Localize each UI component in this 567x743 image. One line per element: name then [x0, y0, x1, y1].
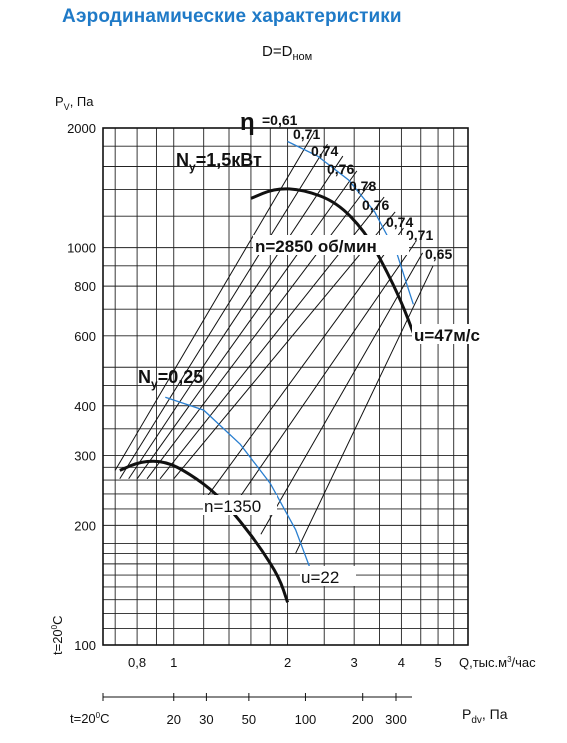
x-tick-label: 0,8 [128, 655, 146, 670]
chart-subtitle: D=Dном [262, 43, 312, 63]
x-tick-label: 4 [398, 655, 405, 670]
eta-label-top: =0,61 [262, 112, 298, 128]
y-tick-label: 400 [74, 399, 96, 414]
pdv-tick-label: 30 [199, 712, 213, 727]
efficiency-label: 0,71 [293, 126, 320, 142]
label-backdrop-u-high [412, 324, 502, 344]
plot-frame [102, 127, 469, 646]
pdv-axis: 20 30 50 100 200 300 [102, 693, 412, 727]
speed-label-low: n=1350 [204, 497, 261, 516]
y-tick-label: 800 [74, 279, 96, 294]
power-label-low: Ny=0,25 [138, 367, 203, 391]
pdv-temperature-note: t=200С [70, 711, 110, 726]
efficiency-label: 0,65 [425, 246, 452, 262]
series-curve [119, 459, 290, 603]
y-axis-label: PV, Па [55, 94, 94, 112]
pdv-tick-label: 100 [295, 712, 317, 727]
x-tick-label: 2 [284, 655, 291, 670]
pdv-axis-label: Pdv, Па [462, 706, 508, 726]
velocity-label-low: u=22 [301, 568, 339, 587]
efficiency-label: 0,71 [406, 227, 433, 243]
y-tick-label: 2000 [67, 121, 96, 136]
y-tick-label: 300 [74, 448, 96, 463]
pdv-tick-label: 200 [352, 712, 374, 727]
pdv-tick-label: 300 [385, 712, 407, 727]
speed-label-high: n=2850 об/мин [255, 237, 377, 256]
series-curve [250, 187, 415, 334]
eta-symbol: η [240, 109, 255, 136]
y-tick-label: 1000 [67, 241, 96, 256]
efficiency-label: 0,76 [362, 197, 389, 213]
y-tick-label: 100 [74, 638, 96, 653]
x-axis-label: Q,тыс.м3/час [459, 655, 536, 670]
efficiency-ray [205, 227, 404, 498]
series-layer [119, 187, 415, 603]
velocity-label-high: u=47м/с [414, 326, 480, 345]
efficiency-ray [260, 252, 424, 535]
efficiency-label: 0,74 [386, 214, 413, 230]
efficiency-ray [119, 144, 328, 480]
label-backdrop-u-low [300, 566, 356, 586]
power-curve [165, 396, 312, 570]
power-label-high: Ny=1,5кВт [176, 150, 262, 174]
efficiency-ray [146, 183, 371, 480]
x-tick-label: 5 [434, 655, 441, 670]
x-tick-label: 3 [351, 655, 358, 670]
pdv-tick-label: 50 [242, 712, 256, 727]
x-tick-label: 1 [170, 655, 177, 670]
label-backdrop-high [253, 235, 409, 255]
efficiency-label: 0,74 [311, 143, 338, 159]
y-tick-label: 200 [74, 518, 96, 533]
label-backdrop-low [203, 495, 277, 515]
power-curves [165, 140, 414, 570]
page-title: Аэродинамические характеристики [62, 6, 402, 27]
pdv-tick-label: 20 [167, 712, 181, 727]
x-tick-labels: 0,8 1 2 3 4 5 [128, 655, 442, 670]
chart-grid [103, 128, 468, 645]
efficiency-ray [128, 155, 344, 480]
y-tick-labels: 100 200 300 400 600 800 1000 2000 [67, 121, 96, 653]
efficiency-label: 0,76 [327, 161, 354, 177]
side-temperature-note: t=200С [50, 615, 65, 655]
efficiency-ray [136, 170, 358, 480]
efficiency-ray [173, 211, 396, 480]
efficiency-ray [295, 265, 434, 554]
efficiency-ray [228, 242, 416, 514]
y-tick-label: 600 [74, 329, 96, 344]
efficiency-label: 0,78 [349, 178, 376, 194]
power-curve [287, 140, 414, 305]
efficiency-labels: 0,710,740,760,780,760,740,710,65 [293, 126, 452, 262]
